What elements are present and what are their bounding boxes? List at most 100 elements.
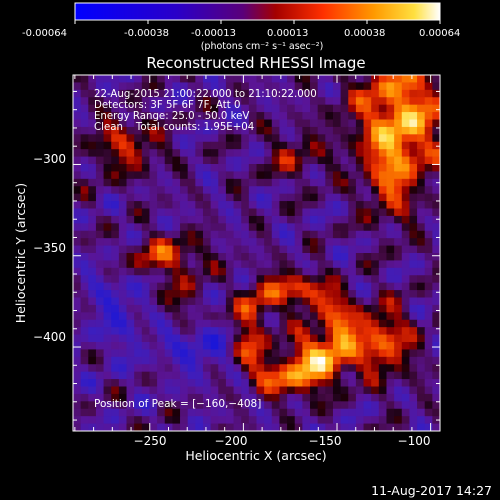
heatmap-pixel (95, 119, 104, 128)
heatmap-pixel (348, 141, 357, 150)
heatmap-pixel (95, 260, 104, 269)
y-axis-label: Heliocentric Y (arcsec) (13, 183, 28, 323)
heatmap-pixel (409, 282, 418, 291)
heatmap-pixel (118, 379, 127, 387)
heatmap-pixel (225, 282, 234, 291)
heatmap-pixel (233, 393, 242, 402)
heatmap-pixel (88, 290, 97, 298)
heatmap-pixel (355, 267, 364, 276)
heatmap-pixel (417, 349, 426, 358)
heatmap-pixel (424, 282, 433, 291)
heatmap-pixel (371, 156, 380, 165)
heatmap-pixel (409, 393, 418, 402)
heatmap-pixel (340, 238, 349, 246)
heatmap-pixel (218, 186, 227, 195)
heatmap-pixel (348, 208, 357, 217)
heatmap-pixel (332, 193, 342, 202)
heatmap-pixel (417, 327, 426, 335)
heatmap-pixel (264, 379, 273, 387)
heatmap-pixel (432, 260, 440, 269)
heatmap-pixel (103, 208, 112, 217)
heatmap-pixel (118, 223, 127, 232)
heatmap-pixel (73, 371, 82, 380)
heatmap-pixel (424, 89, 433, 98)
heatmap-pixel (325, 253, 334, 261)
heatmap-pixel (88, 371, 97, 380)
heatmap-pixel (103, 342, 112, 350)
heatmap-pixel (348, 82, 357, 91)
heatmap-pixel (218, 245, 227, 254)
heatmap-pixel (417, 342, 426, 350)
heatmap-pixel (233, 156, 242, 165)
colorbar-unit-label: (photons cm⁻² s⁻¹ asec⁻²) (201, 41, 324, 52)
heatmap-pixel (233, 386, 242, 395)
heatmap-pixel (432, 223, 440, 232)
heatmap-pixel (310, 171, 319, 180)
heatmap-pixel (241, 178, 250, 187)
heatmap-pixel (210, 327, 219, 335)
heatmap-pixel (111, 356, 120, 365)
heatmap-pixel (424, 297, 433, 306)
heatmap-pixel (149, 178, 158, 187)
heatmap-pixel (348, 312, 357, 321)
heatmap-pixel (348, 223, 357, 232)
heatmap-pixel (141, 319, 150, 328)
heatmap-pixel (180, 97, 189, 106)
heatmap-pixel (378, 393, 387, 402)
heatmap-pixel (73, 245, 82, 254)
heatmap-pixel (172, 253, 181, 261)
heatmap-pixel (195, 89, 204, 98)
heatmap-pixel (394, 119, 403, 128)
heatmap-pixel (325, 156, 334, 165)
timestamp: 11-Aug-2017 14:27 (371, 483, 492, 498)
heatmap-pixel (126, 245, 135, 254)
heatmap-pixel (401, 416, 410, 424)
heatmap-pixel (432, 379, 440, 387)
heatmap-pixel (409, 238, 418, 246)
heatmap-pixel (95, 386, 104, 395)
heatmap-pixel (103, 230, 112, 239)
heatmap-pixel (340, 89, 349, 98)
heatmap-pixel (271, 223, 280, 232)
heatmap-pixel (80, 334, 89, 343)
heatmap-pixel (118, 82, 127, 91)
heatmap-pixel (164, 126, 173, 135)
heatmap-pixel (409, 215, 418, 224)
heatmap-pixel (424, 356, 433, 365)
heatmap-pixel (126, 82, 135, 91)
heatmap-pixel (95, 112, 104, 120)
heatmap-pixel (340, 423, 349, 431)
heatmap-pixel (118, 97, 127, 106)
heatmap-pixel (118, 416, 127, 424)
heatmap-pixel (172, 230, 181, 239)
heatmap-pixel (103, 393, 112, 402)
heatmap-pixel (279, 260, 288, 269)
heatmap-pixel (202, 245, 212, 254)
heatmap-pixel (363, 379, 372, 387)
heatmap-pixel (225, 364, 234, 373)
heatmap-pixel (355, 141, 364, 150)
heatmap-pixel (157, 171, 166, 180)
heatmap-pixel (225, 223, 234, 232)
heatmap-pixel (95, 342, 104, 350)
heatmap-pixel (180, 215, 189, 224)
heatmap-pixel (432, 393, 440, 402)
heatmap-pixel (363, 82, 372, 91)
heatmap-pixel (378, 260, 387, 269)
heatmap-pixel (256, 215, 265, 224)
heatmap-pixel (355, 416, 364, 424)
heatmap-pixel (302, 304, 311, 313)
heatmap-pixel (180, 319, 189, 328)
heatmap-pixel (401, 364, 410, 373)
heatmap-pixel (424, 171, 433, 180)
heatmap-pixel (134, 386, 143, 395)
heatmap-pixel (256, 193, 265, 202)
heatmap-pixel (271, 401, 280, 410)
heatmap-pixel (202, 141, 212, 150)
heatmap-pixel (73, 334, 82, 343)
heatmap-pixel (141, 238, 150, 246)
heatmap-pixel (310, 134, 319, 143)
heatmap-pixel (363, 215, 372, 224)
heatmap-pixel (187, 186, 196, 195)
heatmap-pixel (195, 297, 204, 306)
